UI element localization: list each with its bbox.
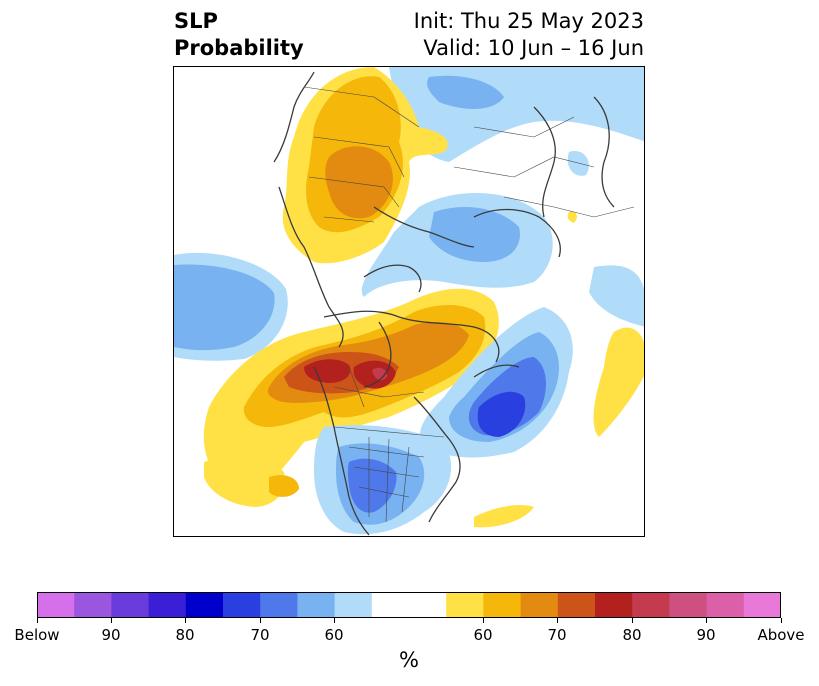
below-region-eurasia (361, 67, 644, 327)
colorbar-tick-label: Above (757, 626, 805, 644)
colorbar-swatch (334, 592, 373, 618)
colorbar-tick-mark (334, 618, 335, 623)
product-label: Probability (174, 36, 304, 60)
colorbar-swatch (669, 592, 708, 618)
colorbar-swatches (37, 592, 782, 618)
map-canvas (174, 67, 644, 536)
colorbar-tick-label: 70 (547, 626, 567, 644)
above-region-north-america (203, 288, 499, 497)
borders (303, 86, 635, 523)
colorbar-tick-label: Below (14, 626, 60, 644)
colorbar-tick-mark (557, 618, 558, 623)
colorbar-swatch (743, 592, 782, 618)
colorbar-swatch (148, 592, 187, 618)
colorbar-tick-label: 70 (250, 626, 270, 644)
init-date: Init: Thu 25 May 2023 (413, 9, 644, 33)
colorbar-swatch (371, 592, 410, 618)
colorbar-tick-mark (706, 618, 707, 623)
colorbar-unit-label: % (399, 648, 419, 672)
variable-label: SLP (174, 9, 218, 33)
colorbar-swatch (595, 592, 633, 618)
colorbar-tick-label: 90 (696, 626, 716, 644)
map-title: SLP Probability (174, 8, 304, 62)
colorbar-swatch (483, 592, 522, 618)
colorbar-tick-label: 60 (324, 626, 344, 644)
colorbar-tick-mark (632, 618, 633, 623)
colorbar-tick-mark (260, 618, 261, 623)
colorbar-swatch (706, 592, 745, 618)
colorbar (37, 592, 782, 618)
forecast-dates: Init: Thu 25 May 2023 Valid: 10 Jun – 16… (414, 8, 644, 62)
colorbar-swatch (260, 592, 298, 618)
colorbar-tick-label: 80 (622, 626, 642, 644)
colorbar-swatch (409, 592, 447, 618)
colorbar-swatch (37, 592, 75, 618)
colorbar-tick-mark (781, 618, 782, 623)
coastlines (273, 71, 615, 536)
below-region-atlantic (420, 307, 573, 458)
colorbar-swatch (74, 592, 112, 618)
colorbar-tick-label: 80 (175, 626, 195, 644)
colorbar-tick-mark (111, 618, 112, 623)
valid-date: Valid: 10 Jun – 16 Jun (423, 36, 644, 60)
colorbar-swatch (632, 592, 670, 618)
colorbar-swatch (185, 592, 224, 618)
colorbar-tick-mark (185, 618, 186, 623)
above-region-eastern (567, 211, 644, 437)
above-region-siberia (282, 67, 448, 264)
below-region-usa (314, 425, 452, 535)
colorbar-swatch (223, 592, 261, 618)
above-region-southwest (204, 456, 534, 528)
probability-map (173, 66, 645, 537)
colorbar-swatch (557, 592, 596, 618)
colorbar-tick-mark (37, 618, 38, 623)
colorbar-tick-label: 90 (101, 626, 121, 644)
colorbar-swatch (520, 592, 559, 618)
colorbar-tick-mark (483, 618, 484, 623)
colorbar-swatch (111, 592, 150, 618)
colorbar-swatch (446, 592, 484, 618)
colorbar-swatch (297, 592, 336, 618)
colorbar-tick-label: 60 (473, 626, 493, 644)
below-region-pacific (174, 252, 288, 361)
